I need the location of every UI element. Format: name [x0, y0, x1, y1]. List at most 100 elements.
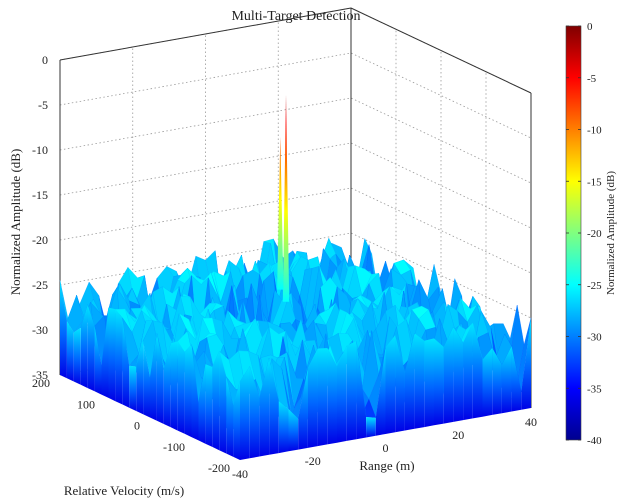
x-tick-label: -40	[232, 467, 248, 481]
y-axis-label: Relative Velocity (m/s)	[64, 483, 184, 498]
surface-skirt	[240, 366, 250, 460]
surface-skirt	[226, 376, 234, 457]
z-tick-label: 0	[42, 53, 48, 67]
chart-title: Multi-Target Detection	[231, 9, 360, 24]
z-tick-labels: 0 -5 -10 -15 -20 -25 -30 -35	[32, 53, 48, 382]
x-tick-label: 0	[383, 441, 389, 455]
colorbar-tick-label: -5	[587, 73, 597, 85]
z-tick-label: -10	[32, 143, 48, 157]
surface-skirt	[366, 417, 376, 438]
surface-skirt	[60, 280, 67, 379]
surface-skirt	[73, 327, 81, 385]
surface-skirt	[443, 327, 454, 424]
surface-skirt	[191, 344, 199, 441]
surface-skirt	[385, 335, 396, 434]
surface-skirt	[337, 345, 347, 443]
axis-edge	[350, 7, 532, 94]
surface-skirt	[163, 343, 171, 428]
surface-skirt	[521, 317, 531, 410]
surface-skirt	[492, 347, 502, 415]
surface-skirt	[434, 338, 444, 426]
surface-skirt	[453, 327, 464, 422]
y-tick-label: -200	[208, 461, 230, 475]
z-tick-label: -5	[38, 98, 48, 112]
surface-skirt	[170, 341, 178, 431]
z-grid-line	[59, 142, 532, 229]
x-tick-label: 20	[452, 428, 464, 442]
surface-skirt	[212, 351, 220, 451]
surface-skirt	[278, 401, 289, 454]
z-tick-label: -30	[32, 323, 48, 337]
surface-skirt	[501, 346, 512, 414]
surface-skirt	[307, 348, 318, 448]
surface-skirt	[463, 322, 473, 421]
surface-skirt	[101, 307, 109, 398]
surface-skirt	[94, 326, 102, 395]
surface-skirt	[424, 338, 434, 428]
surface-skirt	[233, 381, 240, 460]
surface-skirt	[66, 321, 74, 382]
colorbar-tick-label: -10	[587, 125, 602, 137]
colorbar-tick-label: -15	[587, 176, 602, 188]
z-tick-label: -20	[32, 233, 48, 247]
colorbar-tick-label: -35	[587, 383, 602, 395]
surface-skirt	[80, 304, 88, 389]
x-axis-label: Range (m)	[359, 458, 414, 473]
surface-skirt	[327, 348, 337, 445]
surface-skirt	[87, 304, 95, 392]
surface-skirt	[177, 341, 185, 434]
x-tick-labels: -40 -20 0 20 40	[232, 415, 537, 481]
surface-skirt	[136, 340, 144, 415]
colorbar-tick-label: 0	[587, 21, 593, 33]
y-tick-label: 200	[32, 376, 50, 390]
colorbar-label: Normalized Amplitude (dB)	[605, 171, 617, 295]
surface-skirt	[472, 322, 483, 419]
surface-skirt	[259, 358, 270, 457]
colorbar-tick-label: -30	[587, 332, 602, 344]
colorbar-tick-label: -40	[587, 435, 602, 447]
colorbar-tick-label: -20	[587, 228, 602, 240]
surface-skirt	[122, 317, 130, 408]
surface-skirt	[115, 309, 123, 405]
surface-skirt	[184, 344, 192, 438]
y-tick-label: 0	[134, 419, 140, 433]
surface-skirt	[269, 358, 279, 455]
z-tick-label: -25	[32, 278, 48, 292]
surface-skirt	[150, 333, 157, 421]
colorbar-tick-label: -25	[587, 280, 602, 292]
peak-spike	[282, 94, 290, 302]
surface-skirt	[356, 341, 367, 440]
surface-skirt	[317, 348, 328, 447]
y-tick-label: 100	[77, 397, 95, 411]
surface-skirt	[143, 340, 150, 418]
surface-skirt	[375, 347, 386, 436]
z-grid-line	[59, 187, 532, 274]
surface-skirt	[298, 367, 308, 450]
z-tick-label: -35	[32, 368, 48, 382]
surface-skirt	[482, 347, 493, 417]
x-tick-label: 40	[525, 415, 537, 429]
peak-spike	[277, 136, 284, 290]
surface-skirt	[198, 364, 206, 444]
colorbar-tick-labels: 0 -5 -10 -15 -20 -25 -30 -35 -40	[566, 21, 602, 447]
x-tick-label: -20	[305, 454, 321, 468]
surface-skirt	[129, 365, 137, 411]
surface-skirt	[249, 366, 260, 459]
z-tick-label: -15	[32, 188, 48, 202]
surface-skirt	[156, 333, 164, 424]
surface-skirt	[108, 307, 116, 402]
z-grid-line	[59, 232, 532, 319]
surface-skirt	[404, 333, 415, 431]
z-grid-line	[59, 52, 532, 139]
z-axis-label: Normalized Amplitude (dB)	[8, 149, 23, 296]
z-grid-line	[59, 97, 532, 184]
surface-skirt	[511, 346, 522, 412]
axis-edge	[59, 7, 352, 61]
y-tick-label: -100	[163, 440, 185, 454]
surface-skirt	[205, 364, 213, 447]
surface-skirt	[414, 333, 425, 429]
surface-skirt	[288, 409, 299, 452]
surface-skirt	[395, 335, 405, 433]
surface-skirt	[219, 351, 227, 454]
